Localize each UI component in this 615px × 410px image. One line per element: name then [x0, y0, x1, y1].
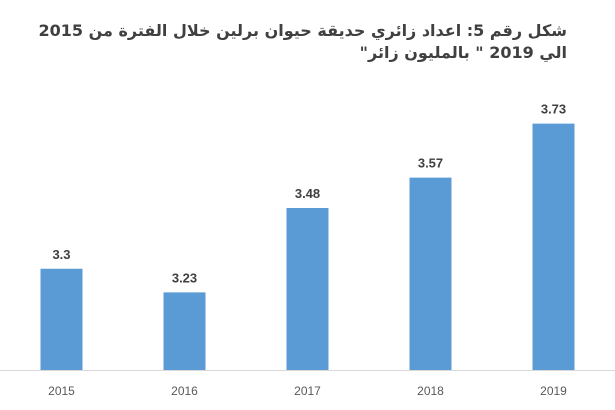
x-tick-label-2018: 2018 [417, 384, 444, 398]
bar-2018 [409, 177, 452, 370]
x-tick-label-2015: 2015 [48, 384, 75, 398]
data-label-2016: 3.23 [172, 270, 197, 285]
chart-title: شكل رقم 5: اعداد زائري حديقة حيوان برلين… [38, 21, 567, 62]
x-tick-label-2017: 2017 [294, 384, 321, 398]
x-tick-label-2016: 2016 [171, 384, 198, 398]
bar-2017 [286, 208, 329, 370]
data-label-2017: 3.48 [295, 186, 320, 201]
bar-2019 [532, 123, 575, 370]
data-label-2019: 3.73 [541, 102, 566, 117]
bar-2015 [40, 268, 83, 370]
data-label-2015: 3.3 [52, 247, 70, 262]
bar-2016 [163, 292, 206, 370]
data-label-2018: 3.57 [418, 156, 443, 171]
x-tick-label-2019: 2019 [540, 384, 567, 398]
